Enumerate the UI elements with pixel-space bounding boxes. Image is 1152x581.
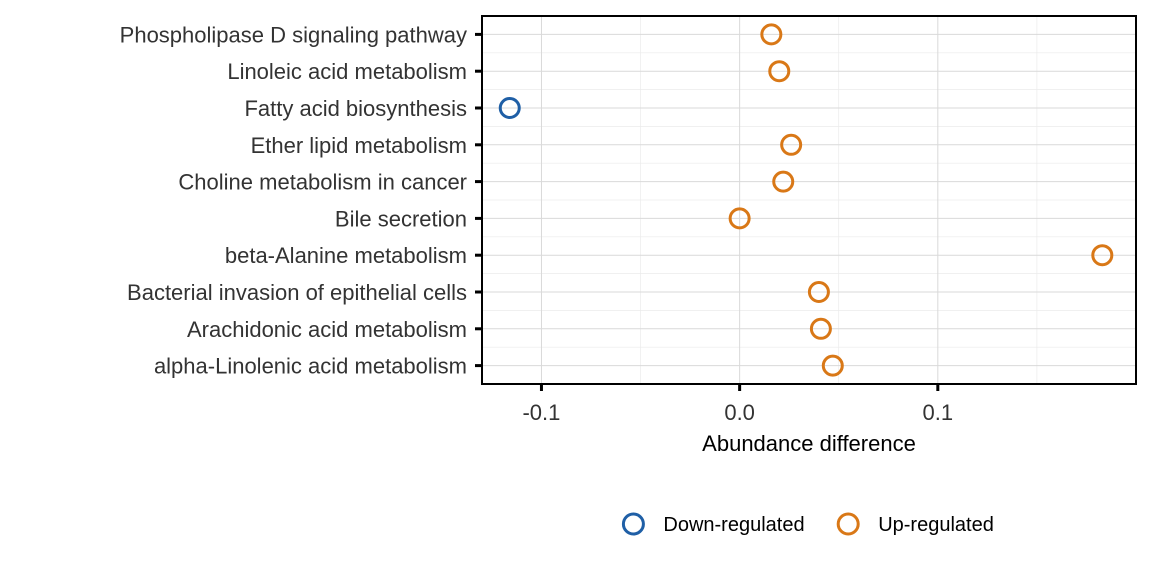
- data-point: [768, 60, 791, 83]
- y-tick-label: alpha-Linolenic acid metabolism: [154, 354, 467, 379]
- legend-label: Up-regulated: [878, 514, 994, 536]
- data-point: [1091, 244, 1114, 267]
- data-point: [760, 23, 783, 46]
- y-tick-label: Ether lipid metabolism: [251, 133, 467, 158]
- legend-marker: [836, 512, 860, 536]
- y-tick-label: Arachidonic acid metabolism: [187, 317, 467, 342]
- x-axis-title: Abundance difference: [702, 431, 916, 456]
- x-tick-label: 0.0: [724, 400, 755, 425]
- x-tick-label: 0.1: [923, 400, 954, 425]
- data-point: [807, 281, 830, 303]
- data-point: [821, 354, 844, 377]
- y-tick-label: Choline metabolism in cancer: [178, 170, 467, 195]
- data-point: [498, 97, 521, 119]
- data-point: [728, 207, 751, 230]
- legend-marker: [621, 512, 645, 536]
- x-tick-label: -0.1: [522, 400, 560, 425]
- data-point: [772, 170, 795, 193]
- panel-border: [481, 15, 1137, 385]
- y-tick-label: Bacterial invasion of epithelial cells: [127, 280, 467, 305]
- y-tick-label: beta-Alanine metabolism: [225, 243, 467, 268]
- y-tick-label: Phospholipase D signaling pathway: [120, 22, 467, 47]
- data-point: [780, 133, 803, 156]
- y-tick-label: Linoleic acid metabolism: [227, 59, 467, 84]
- y-tick-label: Bile secretion: [335, 206, 467, 231]
- legend-label: Down-regulated: [663, 514, 804, 536]
- y-tick-label: Fatty acid biosynthesis: [244, 96, 467, 121]
- data-point: [809, 317, 832, 340]
